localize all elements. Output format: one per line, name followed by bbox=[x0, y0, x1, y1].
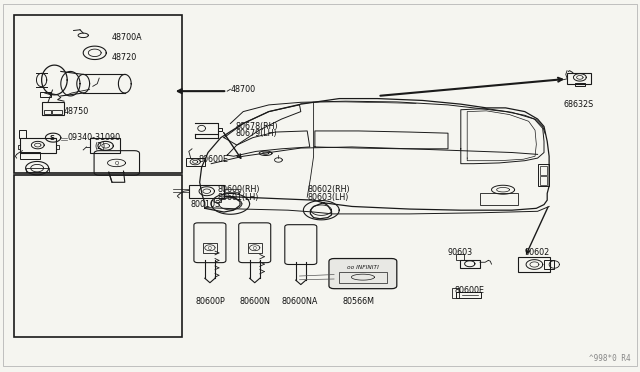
Bar bbox=[518, 257, 550, 272]
Bar bbox=[186, 158, 205, 166]
Bar bbox=[14, 175, 182, 337]
FancyBboxPatch shape bbox=[329, 259, 397, 289]
Text: 68632S: 68632S bbox=[563, 100, 593, 109]
Bar bbox=[42, 102, 64, 115]
Text: 80600NA: 80600NA bbox=[282, 297, 318, 306]
Bar bbox=[480, 193, 518, 205]
Bar bbox=[456, 292, 481, 298]
Text: 90602: 90602 bbox=[525, 248, 550, 257]
Bar bbox=[538, 164, 549, 186]
Bar bbox=[452, 288, 459, 298]
Bar bbox=[540, 176, 547, 185]
Text: Q: Q bbox=[253, 245, 257, 250]
Bar bbox=[189, 185, 224, 198]
Bar bbox=[456, 254, 464, 260]
Text: 09340-31090: 09340-31090 bbox=[67, 133, 120, 142]
Text: 80600P: 80600P bbox=[195, 297, 225, 306]
Bar bbox=[44, 110, 51, 114]
Bar bbox=[14, 15, 182, 173]
Bar bbox=[214, 198, 221, 202]
Text: 80603(LH): 80603(LH) bbox=[307, 193, 349, 202]
Bar bbox=[20, 152, 40, 159]
Bar bbox=[540, 166, 547, 175]
Text: 80601(LH): 80601(LH) bbox=[218, 193, 259, 202]
Text: ^998*0 R4: ^998*0 R4 bbox=[589, 354, 630, 363]
Text: S: S bbox=[50, 135, 55, 141]
Text: 48700: 48700 bbox=[230, 85, 255, 94]
Text: 80566M: 80566M bbox=[342, 297, 374, 306]
Bar bbox=[26, 168, 49, 172]
Text: 80600E: 80600E bbox=[198, 155, 228, 164]
Bar bbox=[339, 272, 387, 283]
Bar bbox=[544, 260, 554, 269]
Text: 80600N: 80600N bbox=[240, 297, 271, 306]
Text: 48700A: 48700A bbox=[112, 33, 143, 42]
Text: 80010S: 80010S bbox=[191, 200, 221, 209]
Bar bbox=[203, 243, 217, 253]
Bar bbox=[19, 130, 26, 138]
Bar bbox=[20, 138, 56, 153]
Text: 80600E: 80600E bbox=[454, 286, 484, 295]
Bar bbox=[575, 83, 585, 86]
Text: 80602(RH): 80602(RH) bbox=[307, 185, 350, 194]
Text: 80600(RH): 80600(RH) bbox=[218, 185, 260, 194]
Bar bbox=[567, 73, 591, 84]
Text: 90603: 90603 bbox=[448, 248, 473, 257]
Text: 48720: 48720 bbox=[112, 53, 137, 62]
Bar bbox=[90, 138, 120, 153]
Bar bbox=[40, 92, 51, 97]
Bar bbox=[52, 110, 62, 114]
Text: 48750: 48750 bbox=[64, 107, 89, 116]
Bar bbox=[248, 243, 262, 253]
Text: 80679(LH): 80679(LH) bbox=[236, 129, 277, 138]
Text: oo INFINITI: oo INFINITI bbox=[347, 264, 379, 270]
Text: Q: Q bbox=[208, 245, 212, 250]
Text: Q: Q bbox=[115, 160, 118, 166]
Text: (2): (2) bbox=[95, 142, 106, 151]
Text: 80678(RH): 80678(RH) bbox=[236, 122, 278, 131]
Bar bbox=[460, 260, 480, 268]
